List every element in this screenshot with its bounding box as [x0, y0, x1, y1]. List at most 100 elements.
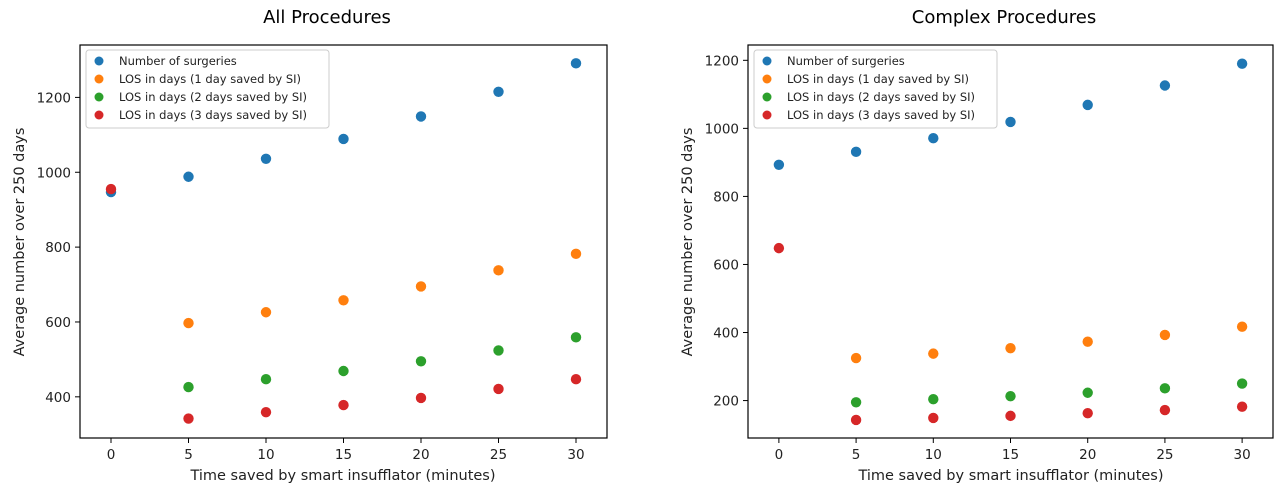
legend-label: LOS in days (3 days saved by SI) [119, 108, 307, 122]
y-axis-label: Average number over 250 days [12, 128, 28, 357]
data-point-series-1 [183, 171, 194, 182]
tick-labels: 0 5 10 15 20 25 30 200 400 600 800 1000 1200 [705, 53, 1251, 463]
data-point-series-1 [1005, 116, 1016, 128]
y-tick-label: 400 [713, 326, 739, 342]
chart-title: Complex Procedures [912, 7, 1097, 28]
y-tick-label: 1200 [705, 53, 739, 69]
x-axis-label: Time saved by smart insufflator (minutes… [189, 468, 495, 484]
y-axis-label: Average number over 250 days [680, 128, 696, 357]
legend-label: LOS in days (2 days saved by SI) [119, 90, 307, 104]
data-point-series-4 [260, 406, 272, 418]
y-tick-label: 800 [713, 189, 739, 205]
data-points [773, 58, 1248, 426]
x-tick-label: 25 [1156, 447, 1173, 463]
legend-marker [762, 56, 772, 66]
tick-labels: 0 5 10 15 20 25 30 400 600 800 1000 1200 [37, 90, 585, 463]
legend: Number of surgeries LOS in days (1 day sa… [753, 49, 998, 129]
legend: Number of surgeries LOS in days (1 day sa… [85, 49, 330, 129]
data-point-series-1 [570, 58, 582, 69]
data-point-series-3 [260, 374, 272, 385]
legend-label: Number of surgeries [119, 54, 237, 68]
x-tick-label: 15 [335, 447, 352, 463]
data-point-series-2 [260, 307, 272, 318]
data-point-series-4 [1236, 401, 1248, 412]
data-point-series-2 [415, 281, 427, 292]
x-tick-label: 5 [184, 447, 193, 463]
legend-label: Number of surgeries [787, 54, 905, 68]
legend-label: LOS in days (1 day saved by SI) [119, 72, 301, 86]
data-point-series-1 [415, 111, 427, 122]
x-tick-label: 30 [1234, 447, 1251, 463]
y-tick-label: 800 [45, 240, 71, 256]
data-point-series-2 [928, 348, 939, 359]
legend-frame [85, 49, 330, 129]
data-point-series-3 [338, 365, 349, 377]
y-tick-label: 1000 [705, 121, 739, 137]
y-tick-label: 600 [713, 257, 739, 273]
legend-label: LOS in days (2 days saved by SI) [787, 90, 975, 104]
x-tick-label: 10 [257, 447, 274, 463]
x-tick-label: 20 [412, 447, 429, 463]
data-point-series-4 [1005, 410, 1016, 422]
x-tick-label: 10 [925, 447, 942, 463]
data-point-series-4 [105, 183, 117, 195]
chart-panel-all-procedures: All Procedures 0 5 10 15 20 25 30 400 600 800 1000… [12, 7, 608, 484]
x-tick-label: 15 [1002, 447, 1019, 463]
data-point-series-1 [493, 86, 504, 97]
data-point-series-3 [1082, 387, 1093, 398]
data-point-series-1 [850, 146, 862, 158]
tick-marks [743, 59, 1243, 443]
legend-label: LOS in days (1 day saved by SI) [787, 72, 969, 86]
data-point-series-2 [1236, 321, 1248, 332]
x-tick-label: 0 [775, 447, 784, 463]
data-point-series-2 [1005, 342, 1016, 354]
data-point-series-4 [773, 242, 785, 254]
data-point-series-2 [1082, 336, 1093, 347]
data-point-series-4 [415, 392, 427, 404]
x-tick-label: 5 [852, 447, 861, 463]
legend-marker [762, 110, 772, 120]
data-point-series-4 [570, 374, 582, 385]
data-point-series-2 [183, 317, 194, 329]
data-point-series-2 [493, 265, 504, 276]
data-point-series-3 [493, 345, 504, 356]
data-point-series-4 [183, 413, 194, 424]
data-point-series-2 [338, 295, 349, 306]
data-point-series-3 [183, 381, 194, 393]
data-point-series-3 [928, 394, 939, 405]
y-tick-label: 1000 [37, 165, 71, 181]
data-point-series-1 [1159, 80, 1171, 91]
legend-marker [762, 74, 772, 84]
data-point-series-1 [773, 159, 785, 170]
data-point-series-2 [850, 352, 862, 364]
data-point-series-1 [1082, 99, 1093, 111]
legend-marker [94, 92, 104, 102]
y-tick-label: 600 [45, 315, 71, 331]
x-tick-label: 30 [567, 447, 584, 463]
data-point-series-3 [1005, 390, 1016, 402]
data-point-series-1 [260, 153, 272, 164]
y-tick-label: 200 [713, 394, 739, 410]
y-tick-label: 400 [45, 390, 71, 406]
data-points [105, 58, 582, 424]
chart-title: All Procedures [263, 7, 391, 28]
x-tick-label: 20 [1079, 447, 1096, 463]
data-point-series-3 [570, 332, 582, 343]
legend-marker [94, 56, 104, 66]
data-point-series-2 [570, 248, 582, 260]
data-point-series-2 [1159, 329, 1171, 341]
chart-panel-complex-procedures: Complex Procedures 0 5 10 15 20 25 30 200 400 600… [680, 7, 1274, 484]
data-point-series-4 [850, 414, 862, 426]
legend-marker [762, 92, 772, 102]
data-point-series-3 [1236, 378, 1248, 389]
data-point-series-3 [1159, 383, 1171, 394]
data-point-series-4 [338, 399, 349, 411]
plot-frame [747, 44, 1274, 439]
x-axis-label: Time saved by smart insufflator (minutes… [857, 468, 1163, 484]
data-point-series-4 [1159, 404, 1171, 416]
x-tick-label: 0 [107, 447, 116, 463]
data-point-series-4 [1082, 407, 1093, 419]
y-tick-label: 1200 [37, 90, 71, 106]
data-point-series-3 [850, 397, 862, 408]
